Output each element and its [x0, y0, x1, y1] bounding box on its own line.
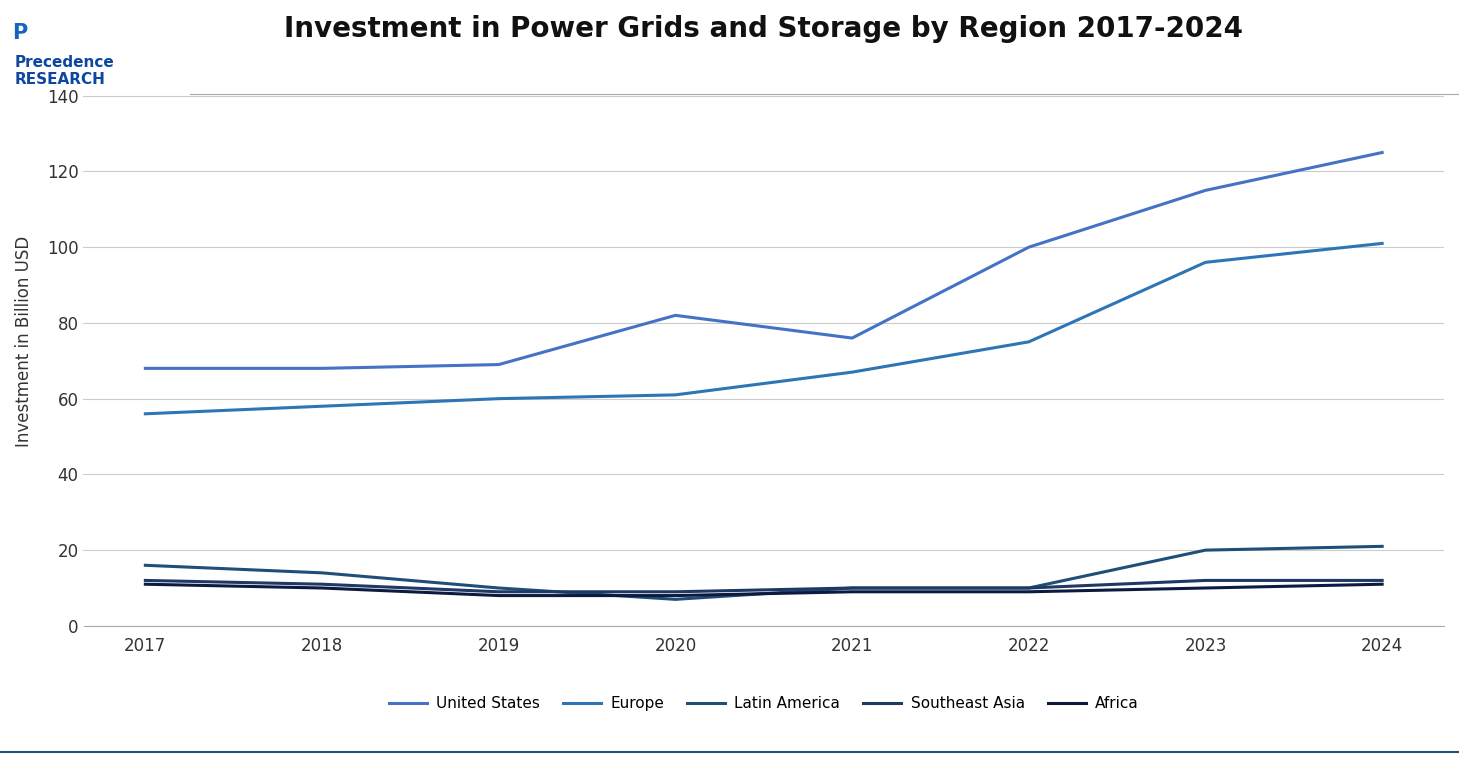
Europe: [843, 367, 861, 377]
Legend: United States, Europe, Latin America, Southeast Asia, Africa: United States, Europe, Latin America, So…: [382, 691, 1145, 717]
Line: Latin America: Latin America: [146, 547, 1382, 599]
Southeast Asia: [1196, 576, 1214, 585]
Southeast Asia: [1373, 576, 1390, 585]
Latin America: [1196, 546, 1214, 555]
United States: [843, 334, 861, 343]
Text: P: P: [12, 23, 26, 44]
Line: Southeast Asia: Southeast Asia: [146, 580, 1382, 592]
Africa: [1020, 587, 1037, 597]
Europe: [137, 409, 155, 418]
Text: Precedence
RESEARCH: Precedence RESEARCH: [15, 55, 114, 87]
United States: [314, 363, 331, 373]
Latin America: [490, 583, 508, 593]
Europe: [667, 390, 684, 399]
Africa: [1373, 579, 1390, 589]
Africa: [843, 587, 861, 597]
Southeast Asia: [314, 579, 331, 589]
Africa: [490, 591, 508, 601]
Southeast Asia: [137, 576, 155, 585]
United States: [667, 311, 684, 320]
Africa: [314, 583, 331, 593]
Europe: [1196, 258, 1214, 267]
Europe: [490, 394, 508, 403]
United States: [1020, 243, 1037, 252]
Europe: [314, 402, 331, 411]
Title: Investment in Power Grids and Storage by Region 2017-2024: Investment in Power Grids and Storage by…: [285, 15, 1243, 43]
Line: Africa: Africa: [146, 584, 1382, 596]
Africa: [137, 579, 155, 589]
Europe: [1020, 337, 1037, 347]
Latin America: [137, 561, 155, 570]
Latin America: [314, 568, 331, 578]
Latin America: [843, 583, 861, 593]
Southeast Asia: [1020, 583, 1037, 593]
Latin America: [667, 594, 684, 604]
Line: Europe: Europe: [146, 244, 1382, 413]
United States: [137, 363, 155, 373]
Latin America: [1020, 583, 1037, 593]
United States: [1196, 186, 1214, 195]
Southeast Asia: [490, 587, 508, 597]
Southeast Asia: [843, 583, 861, 593]
Line: United States: United States: [146, 153, 1382, 368]
Latin America: [1373, 542, 1390, 551]
Africa: [1196, 583, 1214, 593]
United States: [490, 360, 508, 370]
Southeast Asia: [667, 587, 684, 597]
Y-axis label: Investment in Billion USD: Investment in Billion USD: [15, 236, 34, 447]
United States: [1373, 148, 1390, 157]
Africa: [667, 591, 684, 601]
Europe: [1373, 239, 1390, 248]
